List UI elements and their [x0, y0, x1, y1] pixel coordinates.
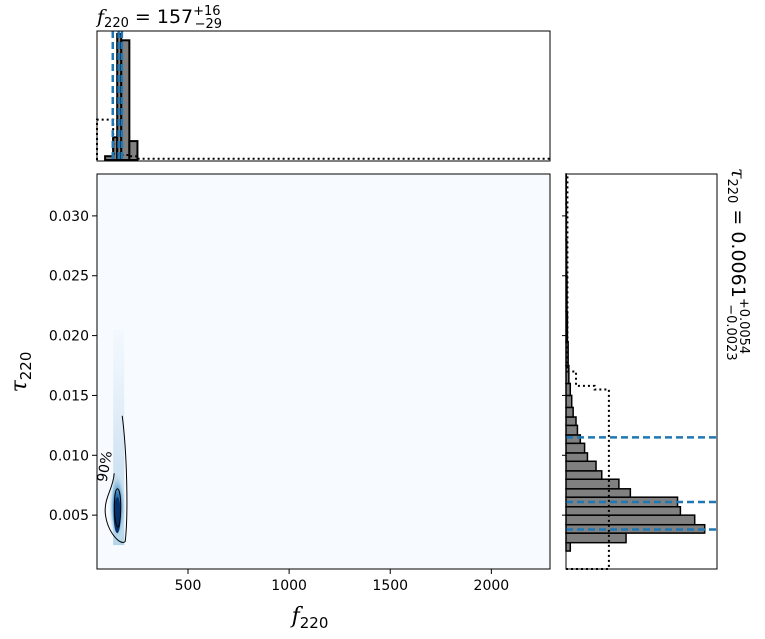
right-panel-frame — [565, 173, 718, 570]
right-posterior-bar — [565, 452, 589, 463]
density-layer — [108, 329, 127, 546]
heatmap-background — [97, 174, 550, 569]
right-posterior-bar — [565, 478, 620, 490]
right-posterior-bar — [565, 460, 597, 472]
y-tick-label: 0.005 — [49, 508, 89, 524]
right-posterior-bar — [565, 514, 696, 526]
top-panel-frame — [96, 30, 551, 162]
right-posterior-bar — [565, 532, 627, 544]
main-x-ticks: 500 1000 1500 2000 — [175, 569, 510, 594]
top-histogram-bars — [96, 31, 551, 162]
right-posterior-bar — [565, 416, 577, 427]
x-tick-label: 2000 — [474, 578, 510, 594]
main-panel-frame — [96, 173, 551, 570]
right-posterior-bar — [565, 442, 586, 454]
density-streak — [113, 329, 125, 546]
main-y-ticks: 0.005 0.010 0.015 0.020 0.025 0.030 — [49, 209, 97, 524]
y-axis-label: τ220 — [7, 352, 35, 393]
contour-label: 90% — [95, 450, 116, 483]
density-peak — [113, 497, 121, 534]
right-histogram-bars — [565, 173, 717, 570]
y-tick-label: 0.010 — [49, 448, 89, 464]
right-posterior-bar — [565, 394, 573, 409]
top-posterior-bar — [128, 140, 139, 162]
right-prior-outline — [566, 174, 610, 570]
x-tick-label: 1000 — [271, 578, 307, 594]
right-posterior-bar — [565, 470, 603, 480]
contour-50 — [113, 488, 122, 528]
right-posterior-bar — [565, 424, 579, 436]
right-posterior-bar — [565, 488, 632, 498]
y-tick-label: 0.020 — [49, 329, 89, 345]
y-tick-label: 0.025 — [49, 269, 89, 285]
main-heatmap-panel: 90% 500 1000 1500 2000 0.005 0.010 0.015 0.020… — [7, 173, 551, 632]
right-histogram-title: τ220 = 0.0061+0.0054−0.0023 — [723, 168, 751, 361]
contour-90 — [104, 415, 128, 543]
top-histogram-title: f220 = 157+16 −29 — [95, 4, 222, 32]
x-axis-label: f220 — [290, 604, 329, 632]
y-tick-label: 0.015 — [49, 388, 89, 404]
right-posterior-bar — [565, 382, 572, 397]
right-y-ticks — [562, 215, 566, 516]
y-tick-label: 0.030 — [49, 209, 89, 225]
x-tick-label: 500 — [175, 578, 202, 594]
right-posterior-bar — [565, 506, 682, 516]
top-prior-outline — [96, 118, 551, 160]
right-histogram-panel: τ220 = 0.0061+0.0054−0.0023 — [562, 168, 751, 570]
contour-layer: 90% — [95, 415, 128, 543]
x-tick-label: 1500 — [372, 578, 408, 594]
right-posterior-bar — [565, 406, 574, 418]
top-histogram-panel: f220 = 157+16 −29 — [95, 4, 551, 162]
right-posterior-bar — [565, 541, 572, 552]
